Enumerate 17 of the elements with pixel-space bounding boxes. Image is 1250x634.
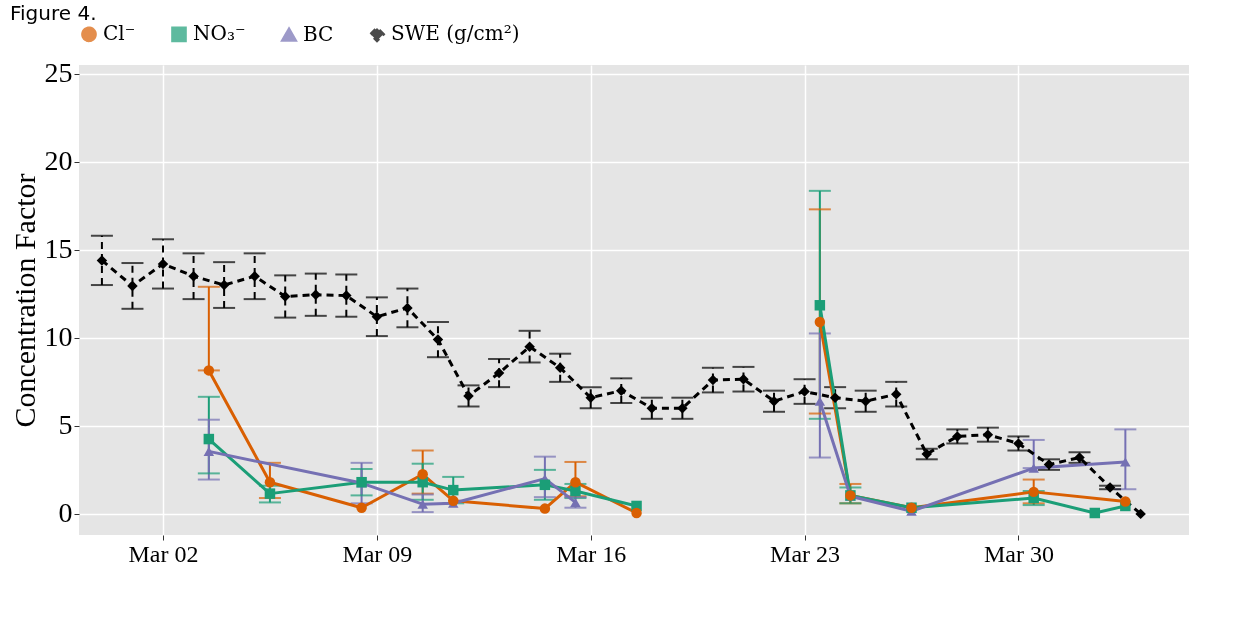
y-tick-label: 5 [58,409,73,441]
x-tick-label: Mar 23 [770,540,841,567]
y-tick-label: 25 [44,57,73,89]
y-tick-label: 0 [58,497,73,529]
x-tick-label: Mar 30 [983,540,1054,567]
legend-label: BC [303,21,334,46]
y-tick-label: 10 [44,321,73,353]
x-tick-label: Mar 16 [556,540,627,567]
y-axis-title: Concentration Factor [7,173,41,428]
y-tick-label: 20 [44,145,73,177]
legend-label: Cl⁻ [103,21,136,46]
chart-title: Figure 4. [10,1,97,25]
x-tick-label: Mar 09 [342,540,413,567]
legend-label: NO₃⁻ [193,21,246,46]
x-tick-label: Mar 02 [128,540,199,567]
y-tick-label: 15 [44,233,73,265]
legend-label: SWE (g/cm²) [391,21,520,46]
